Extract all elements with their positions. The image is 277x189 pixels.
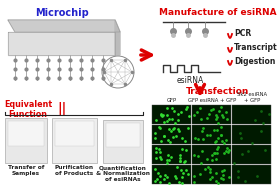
Bar bbox=[152, 125, 191, 144]
Text: Transcription: Transcription bbox=[234, 43, 277, 53]
Text: Purification
of Products: Purification of Products bbox=[55, 165, 94, 176]
Bar bbox=[55, 121, 94, 146]
Text: ||: || bbox=[57, 102, 67, 115]
Bar bbox=[152, 145, 191, 164]
Polygon shape bbox=[8, 32, 115, 55]
Bar bbox=[192, 125, 231, 144]
Bar bbox=[232, 165, 271, 184]
Text: Transfer of
Samples: Transfer of Samples bbox=[8, 165, 44, 176]
Text: Microchip: Microchip bbox=[35, 8, 89, 18]
Bar bbox=[8, 121, 44, 146]
Bar bbox=[152, 105, 191, 124]
Bar bbox=[192, 105, 231, 124]
Polygon shape bbox=[8, 20, 120, 32]
Bar bbox=[52, 118, 97, 163]
Polygon shape bbox=[115, 20, 120, 55]
Bar bbox=[5, 118, 47, 163]
Text: Digestion: Digestion bbox=[234, 57, 275, 66]
Bar bbox=[232, 145, 271, 164]
Bar bbox=[192, 165, 231, 184]
Bar bbox=[192, 145, 231, 164]
Text: GFP: GFP bbox=[167, 98, 177, 103]
Text: Transfection: Transfection bbox=[186, 88, 250, 97]
Text: Equivalent
Function: Equivalent Function bbox=[4, 100, 52, 119]
Bar bbox=[232, 105, 271, 124]
Text: PCR: PCR bbox=[234, 29, 251, 39]
Text: Quantification
& Normalization
of esiRNAs: Quantification & Normalization of esiRNA… bbox=[96, 165, 150, 182]
Bar bbox=[103, 120, 143, 163]
Text: GFP esiRNA + GFP: GFP esiRNA + GFP bbox=[188, 98, 236, 103]
Bar bbox=[152, 165, 191, 184]
Text: Manufacture of esiRNA: Manufacture of esiRNA bbox=[159, 8, 277, 17]
Bar bbox=[106, 123, 140, 147]
Text: esiRNA: esiRNA bbox=[176, 76, 204, 85]
Bar bbox=[232, 125, 271, 144]
Text: Sk2 esiRNA
+ GFP: Sk2 esiRNA + GFP bbox=[237, 92, 267, 103]
